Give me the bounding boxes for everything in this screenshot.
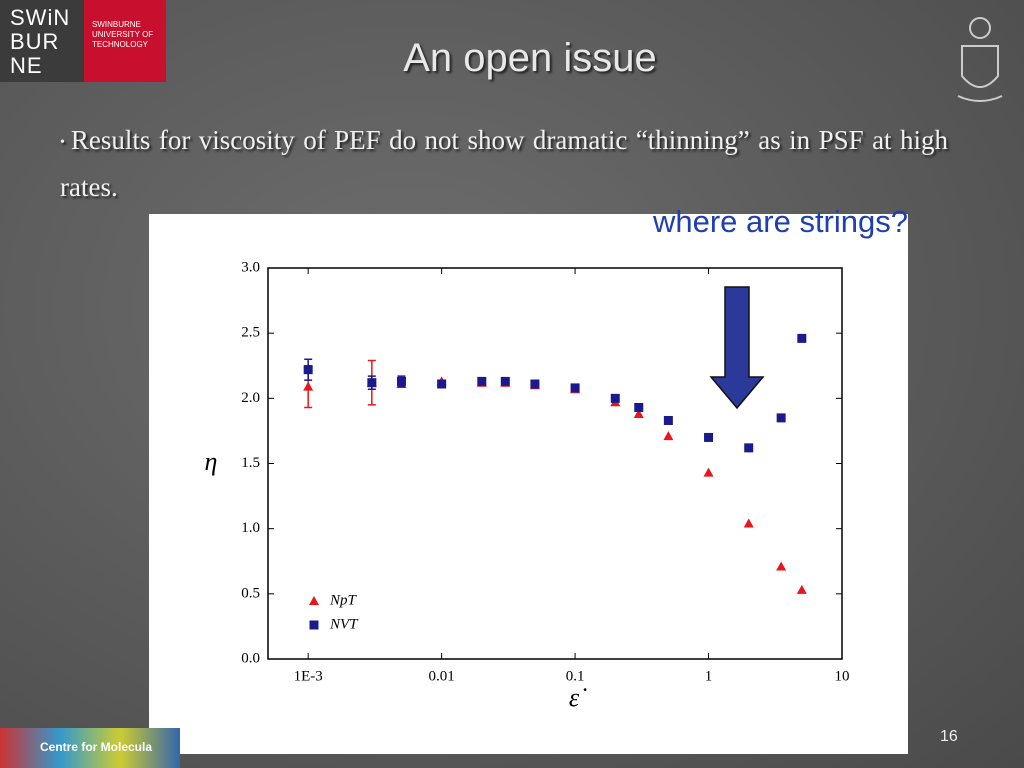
data-point	[776, 413, 786, 423]
data-point	[776, 561, 787, 571]
data-point	[663, 415, 673, 425]
data-point	[703, 467, 714, 477]
data-point	[663, 431, 674, 441]
data-point	[610, 393, 620, 403]
legend-marker	[309, 596, 319, 605]
legend-label: NpT	[329, 592, 358, 608]
data-point	[796, 584, 807, 594]
data-point	[303, 365, 313, 375]
y-tick-label: 1.0	[241, 520, 260, 536]
logo-line: BUR	[10, 29, 60, 54]
data-point	[500, 376, 510, 386]
bullet-text: Results for viscosity of PEF do not show…	[60, 118, 948, 209]
crest	[957, 17, 1003, 102]
data-point	[744, 443, 754, 453]
data-point	[367, 378, 377, 388]
x-tick-label: 10	[835, 668, 850, 684]
x-tick-label: 1E-3	[294, 668, 323, 684]
logo-mark: SWiN BUR NE	[0, 0, 84, 82]
slide-title: An open issue	[403, 36, 657, 80]
y-tick-label: 0.5	[241, 585, 260, 601]
legend-marker	[309, 620, 319, 630]
y-tick-label: 0.0	[241, 650, 260, 666]
logo-line: UNIVERSITY OF	[92, 30, 154, 39]
x-tick-label: 0.01	[429, 668, 455, 684]
y-tick-label: 2.0	[241, 390, 260, 406]
data-point	[704, 432, 714, 442]
data-point	[570, 383, 580, 393]
chart: η ε̇ 0.0 0.5 1.0 1.5 2.0 2.5 3.0 1E-3 0.01 0.1 1 10…	[205, 259, 850, 712]
footer: Centre for Molecula	[0, 728, 180, 768]
y-tick-label: 3.0	[241, 259, 260, 275]
logo-line: SWiN	[10, 5, 71, 30]
page-number: 16	[940, 728, 958, 745]
y-axis-label: η	[205, 447, 218, 476]
y-tick-label: 2.5	[241, 325, 260, 341]
data-point	[477, 376, 487, 386]
x-axis-label: ε̇	[569, 683, 587, 712]
data-point	[634, 402, 644, 412]
data-point	[396, 376, 406, 386]
data-point	[530, 379, 540, 389]
logo-name: SWINBURNE UNIVERSITY OF TECHNOLOGY	[84, 0, 166, 82]
annotation: where are strings?	[652, 204, 908, 239]
data-point	[797, 333, 807, 343]
logo-line: NE	[10, 53, 43, 78]
x-tick-label: 0.1	[566, 668, 585, 684]
logo-line: TECHNOLOGY	[92, 40, 149, 49]
y-tick-label: 1.5	[241, 455, 260, 471]
chart-panel: η ε̇ 0.0 0.5 1.0 1.5 2.0 2.5 3.0 1E-3 0.01 0.1 1 10…	[149, 214, 908, 754]
x-tick-label: 1	[705, 668, 713, 684]
arrow	[709, 286, 765, 410]
data-point	[633, 408, 644, 418]
logo-line: SWINBURNE	[92, 20, 141, 29]
data-point	[303, 381, 314, 391]
legend-label: NVT	[329, 616, 359, 632]
data-point	[437, 379, 447, 389]
data-point	[743, 518, 754, 528]
